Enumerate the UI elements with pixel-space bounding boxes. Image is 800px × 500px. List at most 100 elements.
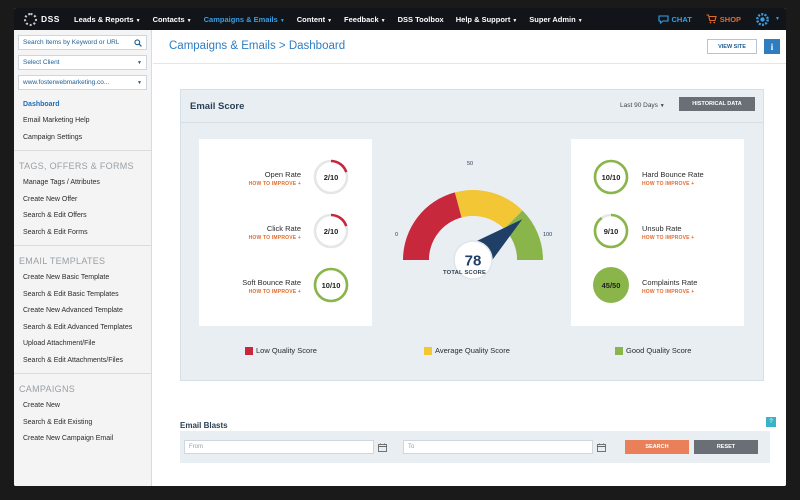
sidebar-link[interactable]: Create New <box>23 402 60 410</box>
site-select[interactable]: www.fosterwebmarketing.co... ▼ <box>18 75 147 90</box>
divider <box>14 244 151 246</box>
historical-data-button[interactable]: HISTORICAL DATA <box>679 97 755 111</box>
info-button[interactable]: i <box>764 39 780 54</box>
nav-item[interactable]: Content ▼ <box>297 15 332 24</box>
sidebar-link[interactable]: Upload Attachment/File <box>23 340 96 348</box>
sidebar-link[interactable]: Create New Advanced Template <box>23 307 123 315</box>
date-range-select[interactable]: Last 90 Days ▼ <box>620 102 665 109</box>
sidebar-link[interactable]: Search & Edit Existing <box>23 418 93 426</box>
metric-ring <box>313 267 349 303</box>
sidebar-link[interactable]: Search & Edit Forms <box>23 228 88 236</box>
metric-label: Open Rate <box>264 170 301 179</box>
metric-label: Click Rate <box>266 224 301 233</box>
email-blasts-filters: From To SEARCH RESET <box>180 431 770 463</box>
divider <box>153 63 786 64</box>
help-icon[interactable]: ? <box>766 417 776 427</box>
metric-label: Unsub Rate <box>642 224 682 233</box>
how-to-improve-link[interactable]: HOW TO IMPROVE + <box>642 235 695 241</box>
sidebar-search-input[interactable]: Search Items by Keyword or URL <box>18 35 147 50</box>
cart-icon <box>706 14 717 24</box>
how-to-improve-link[interactable]: HOW TO IMPROVE + <box>642 181 695 187</box>
legend-label: Low Quality Score <box>256 346 317 355</box>
metric-row: 2/10 Click Rate HOW TO IMPROVE + <box>199 212 372 262</box>
sidebar-link[interactable]: Create New Basic Template <box>23 274 110 282</box>
nav-item-label: Leads & Reports <box>74 14 134 24</box>
total-score-label: TOTAL SCORE <box>443 270 487 276</box>
nav-item-label: Super Admin <box>529 14 576 24</box>
gauge-average-segment <box>454 190 523 229</box>
nav-item[interactable]: DSS Toolbox <box>398 15 444 24</box>
to-date-input[interactable]: To <box>403 440 593 454</box>
logo-icon <box>24 12 37 26</box>
sidebar-search-placeholder: Search Items by Keyword or URL <box>23 39 120 46</box>
sidebar-link[interactable]: Search & Edit Attachments/Files <box>23 356 123 364</box>
sidebar-link[interactable]: Search & Edit Advanced Templates <box>23 323 133 331</box>
sidebar-link[interactable]: Dashboard <box>23 100 60 108</box>
from-date-input[interactable]: From <box>184 440 374 454</box>
metric-value: 2/10 <box>323 226 339 236</box>
how-to-improve-link[interactable]: HOW TO IMPROVE + <box>248 289 301 295</box>
metric-label: Soft Bounce Rate <box>242 278 301 287</box>
chevron-down-icon: ▼ <box>186 17 192 24</box>
nav-item[interactable]: Contacts ▼ <box>153 15 192 24</box>
metric-row: 2/10 Open Rate HOW TO IMPROVE + <box>199 158 372 208</box>
sidebar-section-title: TAGS, OFFERS & FORMS <box>19 161 134 171</box>
nav-item[interactable]: Leads & Reports ▼ <box>74 15 141 24</box>
metric-value: 9/10 <box>603 226 619 236</box>
email-score-panel: Email Score Last 90 Days ▼ HISTORICAL DA… <box>180 89 764 381</box>
metric-label: Hard Bounce Rate <box>642 170 704 179</box>
calendar-icon[interactable] <box>377 440 387 454</box>
view-site-button[interactable]: VIEW SITE <box>707 39 757 54</box>
gear-icon <box>756 12 769 26</box>
sidebar-link[interactable]: Search & Edit Offers <box>23 212 87 220</box>
sidebar-section-title: CAMPAIGNS <box>19 384 76 394</box>
chat-button[interactable]: CHAT <box>657 14 692 24</box>
gauge-mid-label: 50 <box>467 161 474 167</box>
logo[interactable]: DSS <box>24 12 74 26</box>
metric-value: 2/10 <box>323 172 339 182</box>
top-nav: DSS Leads & Reports ▼ Contacts ▼ Campaigns &… <box>14 8 786 30</box>
divider <box>14 149 151 151</box>
metric-ring <box>593 159 629 195</box>
chat-label: CHAT <box>671 14 692 24</box>
legend-label: Good Quality Score <box>626 346 692 355</box>
calendar-icon[interactable] <box>596 440 606 454</box>
nav-item[interactable]: Campaigns & Emails ▼ <box>204 15 285 24</box>
metric-value: 45/50 <box>601 280 621 290</box>
chat-icon <box>657 14 669 24</box>
chevron-down-icon: ▼ <box>137 79 142 86</box>
sidebar-section-title: EMAIL TEMPLATES <box>19 256 106 266</box>
date-range-value: Last 90 Days <box>620 102 658 109</box>
shop-button[interactable]: SHOP <box>706 14 741 24</box>
settings-menu[interactable]: ▼ <box>755 12 780 27</box>
metric-value: 10/10 <box>601 172 621 182</box>
total-score-value: 78 <box>465 253 482 270</box>
nav-item-label: DSS Toolbox <box>397 14 444 24</box>
nav-item[interactable]: Feedback ▼ <box>344 15 386 24</box>
legend-item: Average Quality Score <box>424 346 510 355</box>
how-to-improve-link[interactable]: HOW TO IMPROVE + <box>642 289 695 295</box>
search-button[interactable]: SEARCH <box>625 440 689 454</box>
chevron-down-icon: ▼ <box>327 17 333 24</box>
chevron-down-icon: ▼ <box>137 59 142 66</box>
nav-item-label: Campaigns & Emails <box>203 14 278 24</box>
shop-label: SHOP <box>719 14 742 24</box>
reset-button[interactable]: RESET <box>694 440 758 454</box>
nav-item-label: Contacts <box>152 14 185 24</box>
sidebar-link[interactable]: Campaign Settings <box>23 133 83 141</box>
sidebar-link[interactable]: Create New Campaign Email <box>23 435 114 443</box>
sidebar-link[interactable]: Search & Edit Basic Templates <box>23 290 119 298</box>
nav-item[interactable]: Super Admin ▼ <box>529 15 582 24</box>
sidebar-link[interactable]: Manage Tags / Attributes <box>23 179 100 187</box>
sidebar-link[interactable]: Email Marketing Help <box>23 117 90 125</box>
sidebar-link[interactable]: Create New Offer <box>23 195 78 203</box>
search-icon[interactable] <box>134 38 142 47</box>
how-to-improve-link[interactable]: HOW TO IMPROVE + <box>248 181 301 187</box>
nav-item[interactable]: Help & Support ▼ <box>456 15 518 24</box>
legend-swatch <box>424 346 432 355</box>
metric-row: 9/10 Unsub Rate HOW TO IMPROVE + <box>571 212 744 262</box>
how-to-improve-link[interactable]: HOW TO IMPROVE + <box>248 235 301 241</box>
legend-item: Good Quality Score <box>615 346 691 355</box>
client-select[interactable]: Select Client ▼ <box>18 55 147 70</box>
email-blasts-title: Email Blasts <box>180 421 228 430</box>
